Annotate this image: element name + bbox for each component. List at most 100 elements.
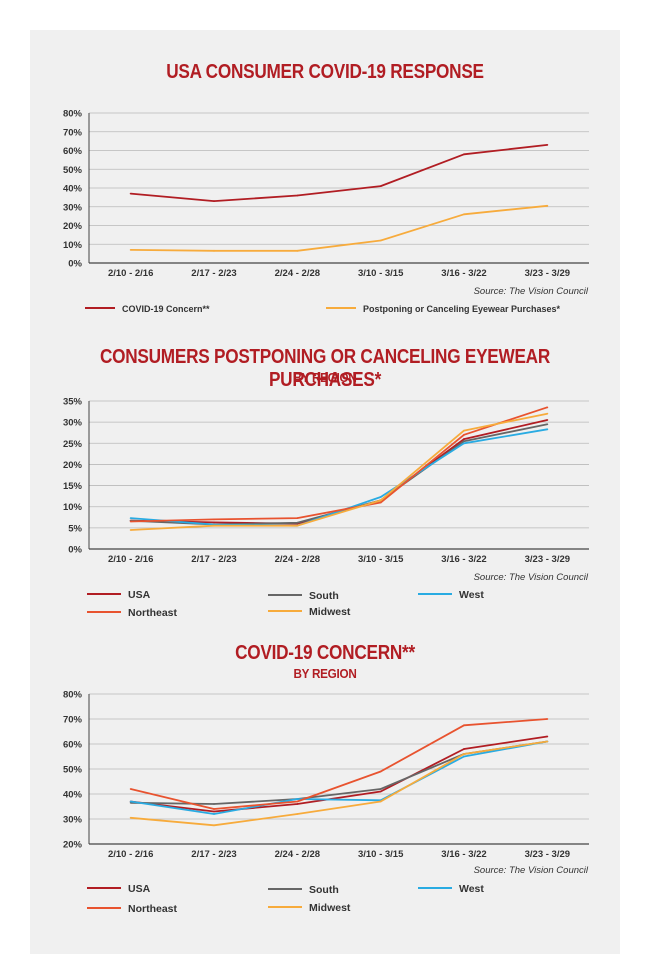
chart2-data-point — [546, 428, 549, 431]
chart1-x-tick-label: 2/10 - 2/16 — [108, 268, 153, 279]
chart2-data-point — [463, 438, 465, 440]
chart2-data-point — [463, 433, 465, 436]
chart2-x-tick-label: 3/16 - 3/22 — [441, 554, 486, 565]
chart2-data-point — [213, 518, 215, 521]
chart3-y-tick-label: 30% — [63, 815, 83, 826]
chart3-data-point — [379, 800, 382, 803]
chart3-series-line-midwest — [130, 740, 548, 827]
chart3-legend-label: USA — [128, 883, 151, 895]
chart3-legend-label: Northeast — [128, 903, 178, 915]
chart3-series-line-northeast — [130, 718, 548, 810]
chart2-data-point — [379, 496, 382, 498]
chart3-data-point — [296, 813, 299, 815]
chart2-data-point — [296, 524, 299, 527]
chart1-series-line-covid-19-concern — [130, 144, 548, 203]
chart3-x-tick-label: 3/10 - 3/15 — [358, 849, 404, 860]
chart2-data-point — [296, 521, 299, 524]
chart1-x-tick-label: 3/23 - 3/29 — [525, 268, 570, 279]
chart1-y-tick-label: 20% — [63, 221, 83, 232]
chart3-data-point — [463, 748, 465, 750]
chart1-data-point — [296, 194, 299, 197]
chart3-y-tick-label: 70% — [63, 715, 83, 726]
chart2-data-point — [546, 423, 549, 426]
chart1-y-tick-label: 30% — [63, 202, 83, 213]
chart1-legend-label: COVID-19 Concern** — [122, 304, 210, 314]
chart2-data-point — [379, 501, 382, 504]
chart3-data-point — [129, 816, 132, 819]
chart3-title: COVID-19 CONCERN** — [235, 642, 415, 664]
chart3-data-point — [296, 803, 299, 805]
chart1-y-tick-label: 60% — [63, 146, 83, 157]
chart2-y-tick-label: 5% — [68, 523, 82, 534]
chart2-x-tick-label: 2/10 - 2/16 — [108, 554, 153, 565]
chart2-data-point — [463, 442, 465, 445]
chart1-source-note: Source: The Vision Council — [474, 286, 589, 297]
chart2-data-point — [296, 517, 299, 520]
chart3-data-point — [213, 808, 215, 810]
chart3-series-line-west — [130, 740, 548, 815]
chart1-data-point — [463, 153, 465, 156]
chart3-y-tick-label: 50% — [63, 765, 83, 776]
chart2-data-point — [129, 517, 132, 520]
chart2-x-tick-label: 2/17 - 2/23 — [191, 554, 236, 565]
chart2-x-tick-label: 3/23 - 3/29 — [525, 554, 570, 565]
chart2-y-tick-label: 20% — [63, 460, 83, 471]
chart3-data-point — [213, 824, 215, 827]
chart1-data-point — [463, 213, 465, 216]
chart2-x-tick-label: 3/10 - 3/15 — [358, 554, 404, 565]
chart2-y-tick-label: 35% — [63, 397, 83, 408]
chart2-y-tick-label: 15% — [63, 481, 83, 492]
chart3-data-point — [463, 753, 465, 755]
chart3-data-point — [546, 740, 549, 743]
chart1-title: USA CONSUMER COVID-19 RESPONSE — [166, 61, 484, 83]
chart3-source-note: Source: The Vision Council — [474, 865, 589, 876]
chart1-data-point — [213, 249, 215, 252]
chart3-x-tick-label: 2/24 - 2/28 — [275, 849, 320, 860]
chart2-legend-label: South — [309, 590, 339, 602]
chart2-data-point — [213, 521, 215, 524]
chart3-legend-label: Midwest — [309, 902, 351, 914]
chart2-legend-label: USA — [128, 589, 151, 601]
chart1-data-point — [296, 249, 299, 252]
chart2-y-tick-label: 25% — [63, 439, 83, 450]
chart2-series-line-west — [130, 428, 548, 527]
chart2-data-point — [546, 412, 549, 415]
chart2-subtitle: BY REGION — [293, 370, 357, 385]
chart2-data-point — [546, 406, 549, 409]
chart1-x-tick-label: 3/10 - 3/15 — [358, 268, 404, 279]
chart3-y-tick-label: 80% — [63, 690, 83, 701]
chart1-y-tick-label: 80% — [63, 109, 83, 120]
chart3-y-tick-label: 60% — [63, 740, 83, 751]
chart3-data-point — [213, 803, 215, 805]
chart2-data-point — [379, 499, 382, 502]
chart1-x-tick-label: 3/16 - 3/22 — [441, 268, 486, 279]
chart2-data-point — [213, 524, 215, 527]
chart2-series-line-usa — [130, 419, 548, 525]
chart3-data-point — [546, 735, 549, 738]
chart2-y-tick-label: 30% — [63, 418, 83, 429]
chart3-y-tick-label: 40% — [63, 790, 83, 801]
chart2-y-tick-label: 0% — [68, 545, 82, 556]
chart1-legend-label: Postponing or Canceling Eyewear Purchase… — [363, 304, 561, 314]
chart3-data-point — [296, 800, 299, 803]
chart3-x-tick-label: 3/16 - 3/22 — [441, 849, 486, 860]
chart3-legend-label: South — [309, 884, 339, 896]
chart1-data-point — [546, 204, 549, 207]
chart3-data-point — [213, 813, 215, 815]
chart3-x-tick-label: 3/23 - 3/29 — [525, 849, 570, 860]
chart3-data-point — [296, 798, 299, 800]
chart1-data-point — [213, 200, 215, 203]
chart1-y-tick-label: 70% — [63, 127, 83, 138]
chart2-data-point — [463, 429, 465, 432]
chart1-y-tick-label: 0% — [68, 259, 82, 270]
chart3-data-point — [379, 770, 382, 773]
chart3-legend-label: West — [459, 883, 484, 895]
chart3-data-point — [463, 724, 465, 727]
chart1-data-point — [129, 248, 132, 251]
chart1-y-tick-label: 50% — [63, 165, 83, 176]
chart2-legend-label: Northeast — [128, 607, 178, 619]
chart2-data-point — [546, 419, 549, 421]
chart2-title: CONSUMERS POSTPONING OR CANCELING EYEWEA… — [99, 346, 551, 391]
chart3-data-point — [379, 788, 382, 790]
